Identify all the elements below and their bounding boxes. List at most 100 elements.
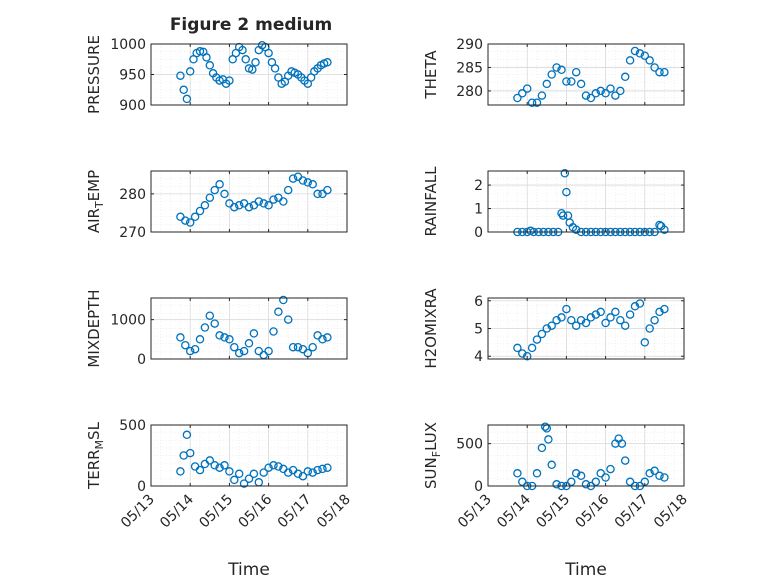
data-point bbox=[532, 335, 542, 344]
data-point bbox=[244, 339, 254, 348]
data-point bbox=[518, 349, 527, 358]
data-point bbox=[660, 67, 669, 77]
data-point bbox=[562, 187, 571, 197]
data-point bbox=[606, 313, 615, 322]
data-point bbox=[660, 225, 669, 234]
data-point bbox=[596, 86, 605, 96]
subplot-theta: 280 285 290 THETA bbox=[422, 37, 685, 107]
data-point bbox=[323, 463, 332, 472]
data-point bbox=[303, 467, 313, 476]
data-point bbox=[239, 479, 249, 488]
data-point bbox=[288, 342, 298, 352]
y-tick-label: 1000 bbox=[110, 37, 146, 53]
data-point bbox=[195, 206, 205, 216]
data-point bbox=[591, 477, 601, 487]
data-point bbox=[537, 329, 547, 339]
subplot-mixdepth: 0 1000 MIXDEPTH bbox=[85, 289, 348, 368]
data-point bbox=[596, 307, 605, 317]
data-point bbox=[205, 193, 215, 202]
data-point bbox=[323, 185, 332, 195]
data-point bbox=[552, 480, 561, 489]
data-point bbox=[185, 448, 195, 458]
data-point bbox=[513, 469, 522, 478]
data-point bbox=[195, 465, 205, 475]
data-point bbox=[542, 79, 552, 89]
data-point bbox=[532, 98, 542, 107]
data-point bbox=[645, 469, 654, 478]
data-point bbox=[635, 49, 645, 58]
data-point bbox=[190, 344, 200, 354]
data-point bbox=[571, 469, 581, 478]
y-tick-label: 900 bbox=[119, 98, 146, 114]
axes-box bbox=[150, 424, 348, 487]
subplot-rainfall: 0 1 2 RAINFALL bbox=[422, 166, 685, 241]
data-point bbox=[558, 211, 568, 220]
axes-box bbox=[150, 170, 348, 233]
data-point bbox=[244, 474, 254, 483]
data-point bbox=[606, 464, 615, 474]
x-tick-label: 05/15 bbox=[196, 492, 236, 532]
data-point bbox=[200, 201, 210, 210]
data-point bbox=[567, 315, 576, 325]
data-point bbox=[567, 477, 576, 487]
data-point bbox=[591, 310, 601, 319]
data-point bbox=[537, 443, 547, 453]
data-point bbox=[269, 461, 278, 470]
y-tick-label: 6 bbox=[474, 294, 483, 310]
y-axis-label: TERRMSL bbox=[85, 421, 106, 490]
data-point bbox=[248, 65, 257, 74]
data-point bbox=[264, 48, 273, 58]
x-tick-label: 05/16 bbox=[573, 491, 613, 531]
data-point bbox=[596, 469, 605, 478]
data-point bbox=[323, 333, 332, 342]
data-point bbox=[601, 473, 610, 482]
subplot-air-temp: 270 280 AIRTEMP bbox=[85, 170, 348, 241]
y-axis-label: PRESSURE bbox=[85, 35, 103, 114]
y-tick-label: 0 bbox=[474, 225, 483, 241]
data-point bbox=[288, 174, 298, 183]
data-point bbox=[176, 71, 185, 80]
x-axis-label: Time bbox=[227, 560, 270, 580]
axes-box bbox=[150, 297, 348, 360]
x-tick-label: 05/15 bbox=[533, 492, 573, 532]
data-point bbox=[230, 342, 239, 352]
data-point bbox=[215, 331, 224, 340]
y-tick-label: 0 bbox=[474, 479, 483, 495]
data-point bbox=[567, 77, 576, 86]
x-tick-label: 05/14 bbox=[157, 491, 197, 531]
data-point bbox=[513, 343, 522, 353]
data-point bbox=[234, 348, 244, 358]
data-point bbox=[522, 84, 532, 93]
data-point bbox=[283, 468, 293, 477]
y-axis-label: THETA bbox=[422, 50, 440, 100]
data-point bbox=[601, 318, 610, 328]
axes-box bbox=[487, 170, 685, 233]
data-point bbox=[606, 84, 615, 93]
data-point bbox=[234, 201, 244, 210]
y-tick-label: 4 bbox=[474, 349, 483, 365]
y-tick-label: 5 bbox=[474, 322, 483, 338]
data-point bbox=[581, 91, 591, 100]
data-point bbox=[660, 473, 669, 482]
x-tick-label: 05/18 bbox=[314, 492, 354, 532]
y-tick-label: 950 bbox=[119, 68, 146, 84]
x-tick-label: 05/16 bbox=[236, 491, 276, 531]
data-point bbox=[560, 169, 570, 178]
data-point bbox=[298, 176, 308, 185]
data-point bbox=[540, 422, 550, 431]
data-point bbox=[581, 318, 591, 328]
data-point bbox=[176, 467, 185, 476]
data-point bbox=[220, 189, 229, 199]
x-axis-label: Time bbox=[564, 560, 607, 580]
data-point bbox=[655, 471, 664, 481]
data-point bbox=[611, 91, 620, 100]
data-point bbox=[532, 469, 542, 478]
data-point bbox=[251, 58, 260, 67]
data-point bbox=[181, 340, 190, 350]
data-point bbox=[518, 89, 527, 98]
data-point bbox=[645, 324, 654, 333]
data-point bbox=[635, 299, 645, 308]
data-point bbox=[571, 67, 581, 77]
x-tick-label: 05/17 bbox=[612, 492, 652, 532]
y-tick-label: 2 bbox=[474, 178, 483, 194]
